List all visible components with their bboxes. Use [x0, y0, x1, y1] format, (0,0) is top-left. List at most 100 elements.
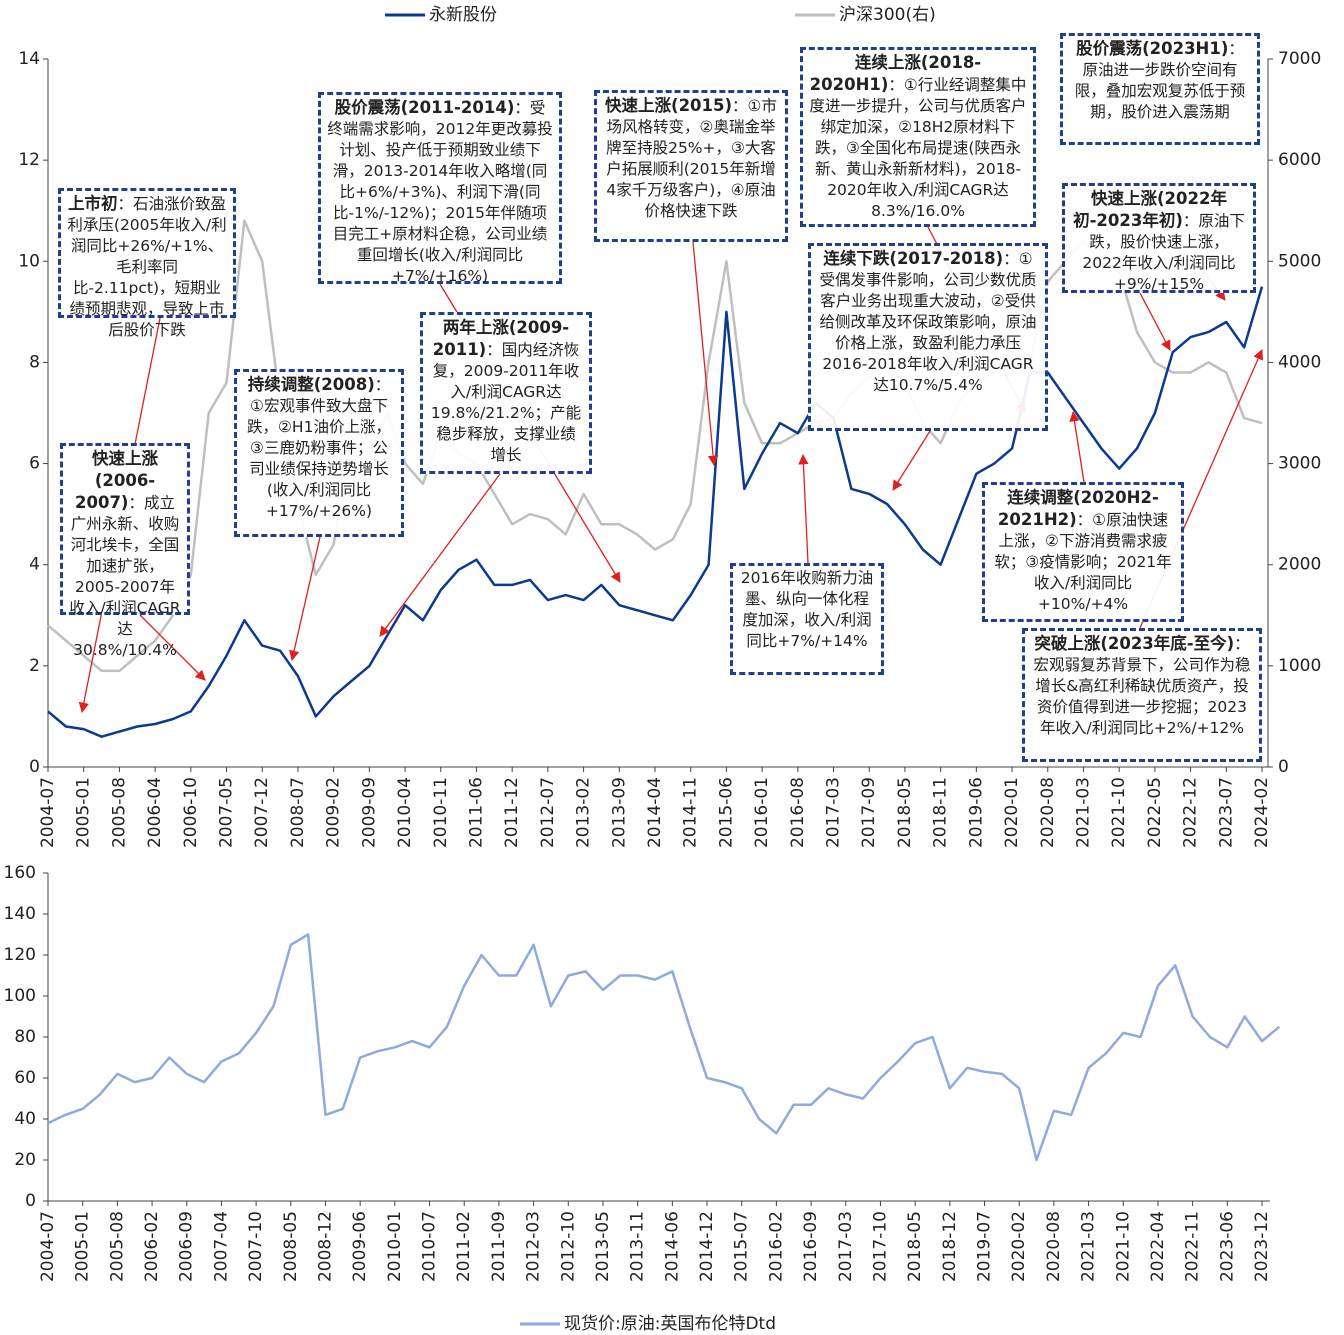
- x-tick-label: 2011-02: [454, 1211, 474, 1282]
- legend-label: 永新股份: [429, 5, 497, 25]
- annotation-box: 上市初：石油涨价致盈利承压(2005年收入/利润同比+26%/+1%、毛利率同比…: [58, 188, 236, 339]
- x-tick-label: 2021-03: [1073, 777, 1093, 848]
- annotation-text: ：宏观弱复苏背景下，公司作为稳增长&高红利稀缺优质资产，投资价值得到进一步挖掘；…: [1033, 635, 1251, 737]
- x-tick-label: 2006-10: [181, 777, 201, 848]
- x-tick-label: 2016-09: [801, 1211, 821, 1282]
- annotation-box: 股价震荡(2011-2014)：受终端需求影响，2012年更改募投计划、投产低于…: [318, 92, 562, 285]
- y-tick-label: 100: [4, 986, 36, 1006]
- x-tick-label: 2020-08: [1044, 1211, 1064, 1282]
- x-tick-label: 2008-05: [281, 1211, 301, 1282]
- y-tick-label: 10: [18, 251, 40, 271]
- annotation-box: 持续调整(2008)：①宏观事件致大盘下跌，②H1油价上涨，③三鹿奶粉事件；公司…: [234, 369, 404, 537]
- annotation-arrow: [1069, 410, 1085, 483]
- x-tick-label: 2006-02: [142, 1211, 162, 1282]
- x-tick-label: 2017-03: [824, 777, 844, 848]
- x-tick-label: 2010-11: [431, 777, 451, 848]
- annotation-text: ：①原油快速上涨，②下游消费需求疲软；③疫情影响；2021年收入/利润同比+10…: [994, 511, 1172, 613]
- x-tick-label: 2013-02: [574, 777, 594, 848]
- x-tick-label: 2004-07: [38, 777, 58, 848]
- x-tick-label: 2005-01: [74, 777, 94, 848]
- annotation-arrow: [798, 453, 809, 564]
- annotation-box: 快速上涨(2022年初-2023年初)：原油下跌，股价快速上涨，2022年收入/…: [1062, 183, 1256, 293]
- annotation-text: ：成立广州永新、收购河北埃卡，全国加速扩张，2005-2007年收入/利润CAG…: [69, 494, 181, 659]
- x-tick-label: 2011-09: [489, 1211, 509, 1282]
- y-tick-label: 120: [4, 945, 36, 965]
- x-tick-label: 2014-06: [662, 1211, 682, 1282]
- x-tick-label: 2011-06: [466, 777, 486, 848]
- x-tick-label: 2012-03: [524, 1211, 544, 1282]
- y2-tick-label: 4000: [1278, 352, 1321, 372]
- legend-label: 沪深300(右): [839, 5, 936, 25]
- annotation-text: ：石油涨价致盈利承压(2005年收入/利润同比+26%/+1%、毛利率同比-2.…: [67, 195, 227, 339]
- x-tick-label: 2021-03: [1079, 1211, 1099, 1282]
- y2-tick-label: 0: [1278, 757, 1289, 777]
- x-tick-label: 2013-11: [628, 1211, 648, 1282]
- annotation-title: 快速上涨(2022年初-2023年初): [1073, 189, 1227, 230]
- x-tick-label: 2022-05: [1145, 777, 1165, 848]
- annotation-box: 连续下跌(2017-2018)：①受偶发事件影响，公司少数优质客户业务出现重大波…: [808, 243, 1048, 431]
- y-tick-label: 12: [18, 150, 40, 170]
- x-tick-label: 2018-12: [940, 1211, 960, 1282]
- x-tick-label: 2008-12: [315, 1211, 335, 1282]
- x-tick-label: 2016-01: [752, 777, 772, 848]
- x-tick-label: 2020-02: [1009, 1211, 1029, 1282]
- annotation-arrow: [692, 241, 719, 467]
- series-line: [47, 933, 1281, 1162]
- x-tick-label: 2023-07: [1216, 777, 1236, 848]
- series-line: [47, 219, 1263, 673]
- annotation-arrow: [379, 473, 501, 637]
- annotation-arrow: [139, 614, 206, 681]
- y-tick-label: 80: [14, 1027, 36, 1047]
- x-tick-label: 2013-05: [593, 1211, 613, 1282]
- x-tick-label: 2005-08: [107, 1211, 127, 1282]
- x-tick-label: 2006-04: [145, 777, 165, 848]
- x-tick-label: 2017-10: [870, 1211, 890, 1282]
- x-tick-label: 2009-06: [350, 1211, 370, 1282]
- x-tick-label: 2008-07: [288, 777, 308, 848]
- annotation-title: 快速上涨(2015): [605, 96, 733, 115]
- annotation-box: 突破上涨(2023年底-至今)：宏观弱复苏背景下，公司作为稳增长&高红利稀缺优质…: [1022, 628, 1262, 762]
- y2-tick-label: 2000: [1278, 555, 1321, 575]
- x-tick-label: 2022-04: [1148, 1211, 1168, 1282]
- x-tick-label: 2019-06: [966, 777, 986, 848]
- y2-tick-label: 7000: [1278, 49, 1321, 69]
- series-line: [47, 286, 1264, 738]
- annotation-text: ：①市场风格转变，②奥瑞金举牌至持股25%+，③大客户拓展顺利(2015年新增4…: [606, 97, 777, 220]
- y-tick-label: 8: [29, 352, 40, 372]
- y-tick-label: 20: [14, 1150, 36, 1170]
- x-tick-label: 2023-06: [1217, 1211, 1237, 1282]
- y-tick-label: 14: [18, 49, 40, 69]
- annotation-text: ：①受偶发事件影响，公司少数优质客户业务出现重大波动，②受供给侧改革及环保政策影…: [819, 250, 1037, 394]
- annotation-arrow: [1139, 292, 1171, 351]
- x-tick-label: 2022-12: [1181, 777, 1201, 848]
- annotation-title: 连续调整(2020H2-2021H2): [997, 488, 1159, 529]
- x-tick-label: 2019-07: [975, 1211, 995, 1282]
- annotation-title: 上市初: [67, 194, 118, 213]
- annotation-box: 股价震荡(2023H1)：原油进一步跌价空间有限，叠加宏观复苏低于预期，股价进入…: [1060, 33, 1260, 145]
- x-tick-label: 2010-01: [385, 1211, 405, 1282]
- annotation-text: ：原油下跌，股价快速上涨，2022年收入/利润同比+9%/+15%: [1082, 212, 1245, 293]
- annotation-box: 两年上涨(2009-2011)：国内经济恢复，2009-2011年收入/利润CA…: [420, 312, 592, 474]
- x-tick-label: 2018-05: [905, 1211, 925, 1282]
- x-tick-label: 2015-06: [716, 777, 736, 848]
- x-tick-label: 2005-01: [73, 1211, 93, 1282]
- x-tick-label: 2024-02: [1252, 777, 1272, 848]
- y-tick-label: 40: [14, 1109, 36, 1129]
- y-tick-label: 6: [29, 454, 40, 474]
- annotation-arrow: [289, 536, 321, 662]
- annotation-text: ：原油进一步跌价空间有限，叠加宏观复苏低于预期，股价进入震荡期: [1074, 40, 1246, 121]
- annotation-arrow: [892, 430, 931, 491]
- y2-tick-label: 3000: [1278, 454, 1321, 474]
- annotation-box: 快速上涨(2006-2007)：成立广州永新、收购河北埃卡，全国加速扩张，200…: [60, 443, 190, 659]
- annotation-text: ：①行业经调整集中度进一步提升，公司与优质客户绑定加深，②18H2原材料下跌，③…: [809, 76, 1027, 220]
- x-tick-label: 2020-08: [1038, 777, 1058, 848]
- annotation-box: 连续调整(2020H2-2021H2)：①原油快速上涨，②下游消费需求疲软；③疫…: [982, 482, 1184, 622]
- annotation-title: 两年上涨(2009-2011): [432, 318, 570, 359]
- x-tick-label: 2012-07: [538, 777, 558, 848]
- annotation-box: 连续上涨(2018-2020H1)：①行业经调整集中度进一步提升，公司与优质客户…: [800, 47, 1036, 227]
- y-tick-label: 0: [29, 757, 40, 777]
- x-tick-label: 2007-04: [211, 1211, 231, 1282]
- y-tick-label: 0: [25, 1191, 36, 1211]
